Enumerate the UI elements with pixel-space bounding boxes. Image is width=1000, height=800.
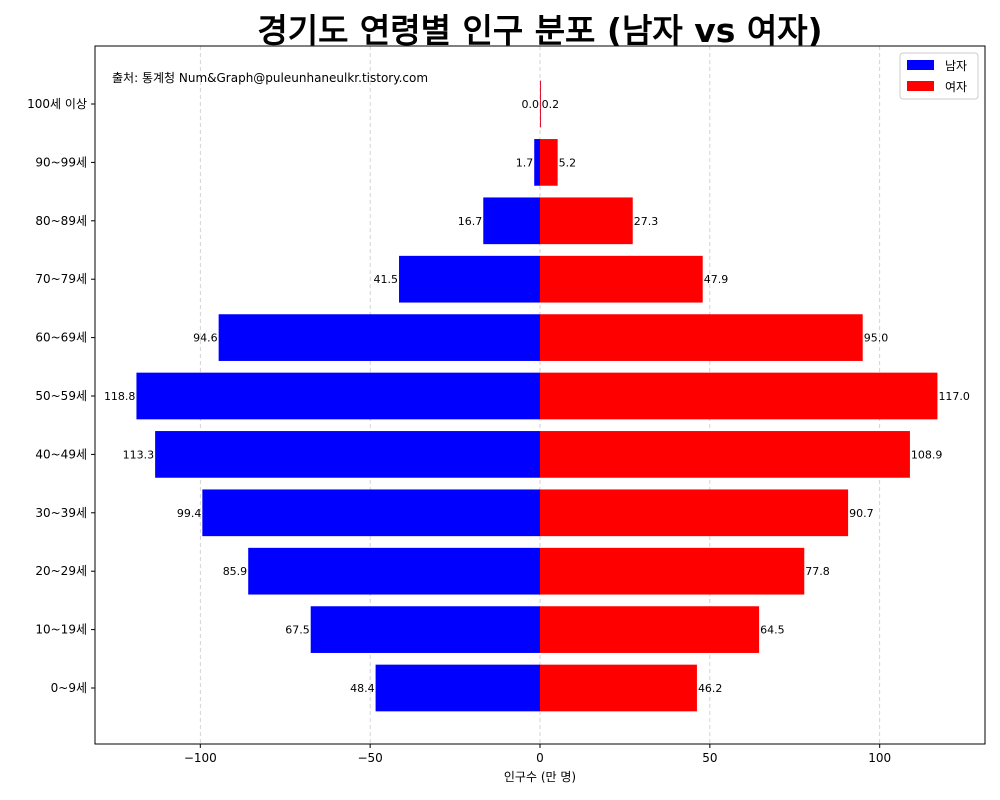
bars xyxy=(136,80,938,712)
bar-label-male-10: 0.0 xyxy=(522,98,540,111)
bar-label-male-6: 94.6 xyxy=(193,332,218,345)
bar-label-male-2: 85.9 xyxy=(223,565,248,578)
bar-female-7 xyxy=(540,255,703,303)
y-tick-label-0: 0~9세 xyxy=(51,681,87,695)
bar-female-1 xyxy=(540,606,760,653)
bar-label-male-5: 118.8 xyxy=(104,390,136,403)
y-tick-label-10: 100세 이상 xyxy=(27,97,87,111)
legend-swatch-female xyxy=(907,81,934,91)
bar-label-male-4: 113.3 xyxy=(123,448,155,461)
legend: 남자 여자 xyxy=(899,52,979,100)
bar-label-male-8: 16.7 xyxy=(458,215,483,228)
bar-label-male-0: 48.4 xyxy=(350,682,375,695)
x-axis-label: 인구수 (만 명) xyxy=(504,770,576,784)
bar-female-3 xyxy=(540,489,849,537)
bar-label-female-4: 108.9 xyxy=(911,448,943,461)
x-axis-ticks: −100 −50 0 50 100 xyxy=(184,744,891,765)
bar-label-female-6: 95.0 xyxy=(864,332,889,345)
bar-label-female-0: 46.2 xyxy=(698,682,723,695)
x-tick-label-3: 50 xyxy=(702,751,717,765)
bar-labels: 48.4 46.2 67.5 64.5 85.9 77.8 99.4 90.7 113.3 108… xyxy=(104,98,970,695)
bar-label-female-9: 5.2 xyxy=(559,156,577,169)
bar-female-4 xyxy=(540,431,910,478)
bar-female-2 xyxy=(540,547,805,595)
bar-label-female-10: 0.2 xyxy=(542,98,560,111)
bar-male-6 xyxy=(218,314,540,361)
bar-label-female-2: 77.8 xyxy=(805,565,830,578)
bar-male-7 xyxy=(399,255,540,303)
bar-label-male-1: 67.5 xyxy=(285,624,310,637)
bar-female-6 xyxy=(540,314,863,361)
y-tick-label-9: 90~99세 xyxy=(35,155,87,169)
chart-title: 경기도 연령별 인구 분포 (남자 vs 여자) xyxy=(257,11,822,50)
bar-label-male-3: 99.4 xyxy=(177,507,202,520)
y-tick-label-1: 10~19세 xyxy=(35,623,87,637)
bar-female-5 xyxy=(540,372,938,420)
bar-male-2 xyxy=(248,547,541,595)
bar-label-female-5: 117.0 xyxy=(938,390,970,403)
bar-male-0 xyxy=(375,664,540,712)
bar-female-10 xyxy=(540,80,541,128)
x-tick-label-0: −100 xyxy=(184,751,217,765)
legend-label-female: 여자 xyxy=(945,80,967,94)
x-tick-label-2: 0 xyxy=(536,751,544,765)
x-tick-label-1: −50 xyxy=(357,751,382,765)
bar-female-8 xyxy=(540,197,633,245)
bar-label-female-1: 64.5 xyxy=(760,624,785,637)
bar-label-female-7: 47.9 xyxy=(704,273,729,286)
bar-female-9 xyxy=(540,139,558,186)
bar-label-female-8: 27.3 xyxy=(634,215,659,228)
y-axis-ticks: 0~9세 10~19세 20~29세 30~39세 40~49세 50~59세 60~69세… xyxy=(27,97,95,695)
y-tick-label-6: 60~69세 xyxy=(35,331,87,345)
legend-swatch-male xyxy=(907,60,934,70)
bar-label-female-3: 90.7 xyxy=(849,507,874,520)
y-tick-label-7: 70~79세 xyxy=(35,272,87,286)
y-tick-label-4: 40~49세 xyxy=(35,447,87,461)
y-tick-label-8: 80~89세 xyxy=(35,214,87,228)
bar-male-5 xyxy=(136,372,540,420)
y-tick-label-5: 50~59세 xyxy=(35,389,87,403)
y-tick-label-3: 30~39세 xyxy=(35,506,87,520)
bar-label-male-9: 1.7 xyxy=(516,156,534,169)
source-note: 출처: 통계청 Num&Graph@puleunhaneulkr.tistory… xyxy=(112,71,428,85)
bar-male-1 xyxy=(310,606,540,653)
legend-label-male: 남자 xyxy=(945,59,967,73)
bar-female-0 xyxy=(540,664,697,712)
bar-male-4 xyxy=(155,431,540,478)
x-tick-label-4: 100 xyxy=(868,751,891,765)
bar-label-male-7: 41.5 xyxy=(374,273,399,286)
y-tick-label-2: 20~29세 xyxy=(35,564,87,578)
bar-male-9 xyxy=(534,139,540,186)
bar-male-8 xyxy=(483,197,540,245)
bar-male-3 xyxy=(202,489,540,537)
